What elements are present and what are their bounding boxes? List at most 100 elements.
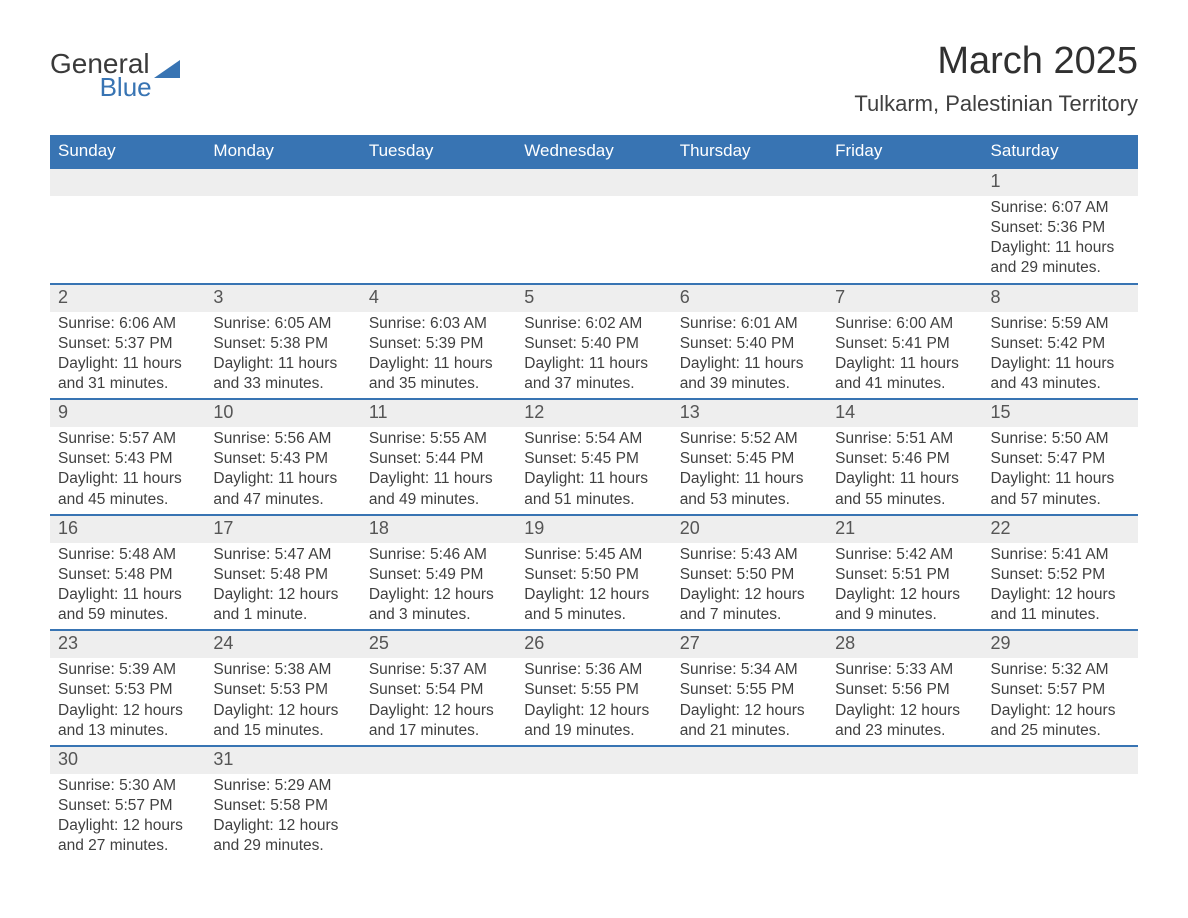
sunset-text: Sunset: 5:40 PM	[680, 334, 819, 354]
daylight-text: Daylight: 11 hours	[213, 354, 352, 374]
sunset-text: Sunset: 5:56 PM	[835, 680, 974, 700]
day-cell: Sunrise: 5:29 AMSunset: 5:58 PMDaylight:…	[205, 774, 360, 861]
sunset-text: Sunset: 5:44 PM	[369, 449, 508, 469]
daynum-band: 16171819202122	[50, 516, 1138, 543]
daylight-text: and 5 minutes.	[524, 605, 663, 625]
daylight-text: and 35 minutes.	[369, 374, 508, 394]
day-number: 12	[516, 400, 671, 427]
day-number: 8	[983, 285, 1138, 312]
day-cell	[50, 196, 205, 283]
day-of-week-header: SundayMondayTuesdayWednesdayThursdayFrid…	[50, 135, 1138, 167]
day-cell: Sunrise: 5:52 AMSunset: 5:45 PMDaylight:…	[672, 427, 827, 514]
title-block: March 2025 Tulkarm, Palestinian Territor…	[854, 40, 1138, 117]
day-cell: Sunrise: 6:05 AMSunset: 5:38 PMDaylight:…	[205, 312, 360, 399]
sunset-text: Sunset: 5:36 PM	[991, 218, 1130, 238]
sunset-text: Sunset: 5:43 PM	[213, 449, 352, 469]
dow-friday: Friday	[827, 135, 982, 167]
sunset-text: Sunset: 5:57 PM	[991, 680, 1130, 700]
daylight-text: and 27 minutes.	[58, 836, 197, 856]
day-cell: Sunrise: 5:42 AMSunset: 5:51 PMDaylight:…	[827, 543, 982, 630]
daylight-text: Daylight: 12 hours	[58, 816, 197, 836]
sunset-text: Sunset: 5:53 PM	[58, 680, 197, 700]
daylight-text: and 37 minutes.	[524, 374, 663, 394]
day-number: 4	[361, 285, 516, 312]
day-number	[827, 747, 982, 774]
day-number: 10	[205, 400, 360, 427]
daylight-text: Daylight: 12 hours	[835, 701, 974, 721]
day-number	[50, 169, 205, 196]
day-number: 27	[672, 631, 827, 658]
sunset-text: Sunset: 5:51 PM	[835, 565, 974, 585]
daylight-text: Daylight: 12 hours	[369, 585, 508, 605]
dow-thursday: Thursday	[672, 135, 827, 167]
day-number	[983, 747, 1138, 774]
day-cell: Sunrise: 6:07 AMSunset: 5:36 PMDaylight:…	[983, 196, 1138, 283]
day-cell: Sunrise: 6:00 AMSunset: 5:41 PMDaylight:…	[827, 312, 982, 399]
sunrise-text: Sunrise: 5:42 AM	[835, 545, 974, 565]
day-number: 17	[205, 516, 360, 543]
day-number: 9	[50, 400, 205, 427]
day-number: 6	[672, 285, 827, 312]
daylight-text: Daylight: 11 hours	[991, 238, 1130, 258]
day-number	[361, 169, 516, 196]
daylight-text: Daylight: 12 hours	[991, 585, 1130, 605]
sunrise-text: Sunrise: 5:33 AM	[835, 660, 974, 680]
daylight-text: and 25 minutes.	[991, 721, 1130, 741]
day-number	[827, 169, 982, 196]
sunset-text: Sunset: 5:39 PM	[369, 334, 508, 354]
day-cell: Sunrise: 5:36 AMSunset: 5:55 PMDaylight:…	[516, 658, 671, 745]
sunset-text: Sunset: 5:45 PM	[524, 449, 663, 469]
day-cell	[516, 196, 671, 283]
daylight-text: Daylight: 12 hours	[369, 701, 508, 721]
daylight-text: and 53 minutes.	[680, 490, 819, 510]
sunset-text: Sunset: 5:55 PM	[680, 680, 819, 700]
day-number	[516, 169, 671, 196]
sunrise-text: Sunrise: 5:29 AM	[213, 776, 352, 796]
sunrise-text: Sunrise: 6:05 AM	[213, 314, 352, 334]
sunrise-text: Sunrise: 5:59 AM	[991, 314, 1130, 334]
day-cell: Sunrise: 5:32 AMSunset: 5:57 PMDaylight:…	[983, 658, 1138, 745]
sunset-text: Sunset: 5:46 PM	[835, 449, 974, 469]
daylight-text: and 7 minutes.	[680, 605, 819, 625]
dow-monday: Monday	[205, 135, 360, 167]
day-number: 2	[50, 285, 205, 312]
daylight-text: and 19 minutes.	[524, 721, 663, 741]
daylight-text: Daylight: 11 hours	[991, 354, 1130, 374]
day-number: 25	[361, 631, 516, 658]
daylight-text: and 15 minutes.	[213, 721, 352, 741]
sunrise-text: Sunrise: 5:54 AM	[524, 429, 663, 449]
daylight-text: Daylight: 12 hours	[213, 816, 352, 836]
sunset-text: Sunset: 5:43 PM	[58, 449, 197, 469]
day-cell	[672, 196, 827, 283]
sunrise-text: Sunrise: 5:36 AM	[524, 660, 663, 680]
daylight-text: Daylight: 12 hours	[213, 585, 352, 605]
sunrise-text: Sunrise: 5:32 AM	[991, 660, 1130, 680]
daylight-text: and 11 minutes.	[991, 605, 1130, 625]
day-number: 11	[361, 400, 516, 427]
sunrise-text: Sunrise: 6:06 AM	[58, 314, 197, 334]
dow-saturday: Saturday	[983, 135, 1138, 167]
sunset-text: Sunset: 5:54 PM	[369, 680, 508, 700]
week-row: 16171819202122Sunrise: 5:48 AMSunset: 5:…	[50, 514, 1138, 630]
daylight-text: and 45 minutes.	[58, 490, 197, 510]
day-number: 26	[516, 631, 671, 658]
week-row: 9101112131415Sunrise: 5:57 AMSunset: 5:4…	[50, 398, 1138, 514]
sunrise-text: Sunrise: 5:55 AM	[369, 429, 508, 449]
sunset-text: Sunset: 5:53 PM	[213, 680, 352, 700]
daylight-text: Daylight: 11 hours	[680, 354, 819, 374]
daylight-text: Daylight: 11 hours	[369, 469, 508, 489]
sunrise-text: Sunrise: 5:37 AM	[369, 660, 508, 680]
day-cell: Sunrise: 5:43 AMSunset: 5:50 PMDaylight:…	[672, 543, 827, 630]
sunset-text: Sunset: 5:58 PM	[213, 796, 352, 816]
sunrise-text: Sunrise: 5:39 AM	[58, 660, 197, 680]
day-cell: Sunrise: 5:37 AMSunset: 5:54 PMDaylight:…	[361, 658, 516, 745]
daylight-text: and 3 minutes.	[369, 605, 508, 625]
dow-sunday: Sunday	[50, 135, 205, 167]
daylight-text: Daylight: 11 hours	[369, 354, 508, 374]
logo-text-blue: Blue	[100, 74, 152, 100]
day-number	[672, 169, 827, 196]
sunrise-text: Sunrise: 5:46 AM	[369, 545, 508, 565]
day-number: 15	[983, 400, 1138, 427]
day-cell	[983, 774, 1138, 861]
sunset-text: Sunset: 5:45 PM	[680, 449, 819, 469]
